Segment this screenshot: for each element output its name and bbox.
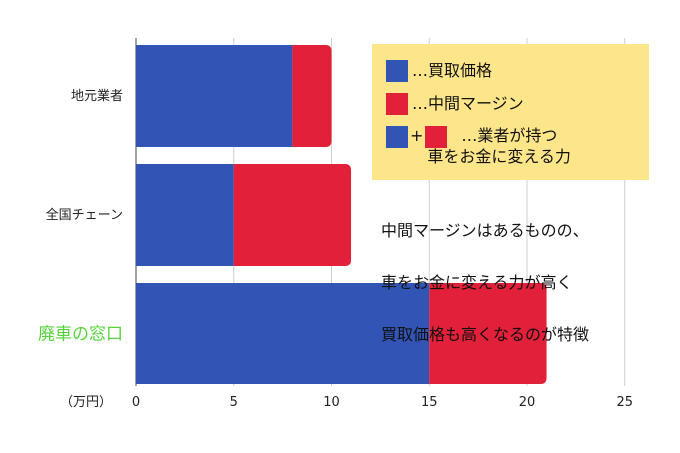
unit-label: （万円）: [60, 395, 112, 410]
legend-swatch-price: [386, 60, 408, 82]
x-tick-label: 10: [323, 395, 340, 410]
legend-item-price: …買取価格: [386, 60, 492, 82]
legend-label-power-line1: …業者が持つ: [461, 126, 558, 145]
legend-item-power: + …業者が持つ 車をお金に変える力: [386, 126, 571, 168]
legend-label-power-line2: 車をお金に変える力: [427, 146, 571, 166]
legend-label-price: …買取価格: [412, 60, 493, 80]
bar-segment-margin: [292, 45, 332, 147]
legend-swatch-price-2: [386, 126, 408, 148]
bar-segment-price: [136, 45, 293, 147]
category-label: 廃車の窓口: [38, 325, 123, 345]
annotation-line-3: 買取価格も高くなるのが特徴: [381, 325, 590, 344]
bar-segment-margin: [233, 164, 352, 266]
x-tick-label: 5: [230, 395, 238, 410]
legend-box: …買取価格 …中間マージン + …業者が持つ 車をお金に変える力: [372, 44, 649, 180]
bar-segment-price: [136, 164, 234, 266]
annotation-text: 中間マージンはあるものの、 車をお金に変える力が高く 買取価格も高くなるのが特徴: [381, 192, 589, 374]
bar-segment-price: [136, 283, 430, 384]
legend-plus: +: [410, 126, 424, 145]
legend-label-margin: …中間マージン: [412, 93, 524, 113]
x-tick-label: 25: [616, 395, 633, 410]
category-label: 地元業者: [71, 88, 123, 104]
x-tick-label: 20: [519, 395, 536, 410]
x-tick-label: 15: [421, 395, 438, 410]
x-tick-label: 0: [132, 395, 140, 410]
category-label: 全国チェーン: [46, 207, 123, 223]
legend-swatch-margin: [386, 93, 408, 115]
annotation-line-1: 中間マージンはあるものの、: [381, 221, 589, 240]
bar-segment-margin: [429, 283, 547, 384]
annotation-line-2: 車をお金に変える力が高く: [381, 273, 573, 292]
legend-item-margin: …中間マージン: [386, 93, 524, 115]
legend-swatch-margin-2: [425, 126, 448, 148]
legend-label-power: …業者が持つ 車をお金に変える力: [427, 126, 571, 168]
